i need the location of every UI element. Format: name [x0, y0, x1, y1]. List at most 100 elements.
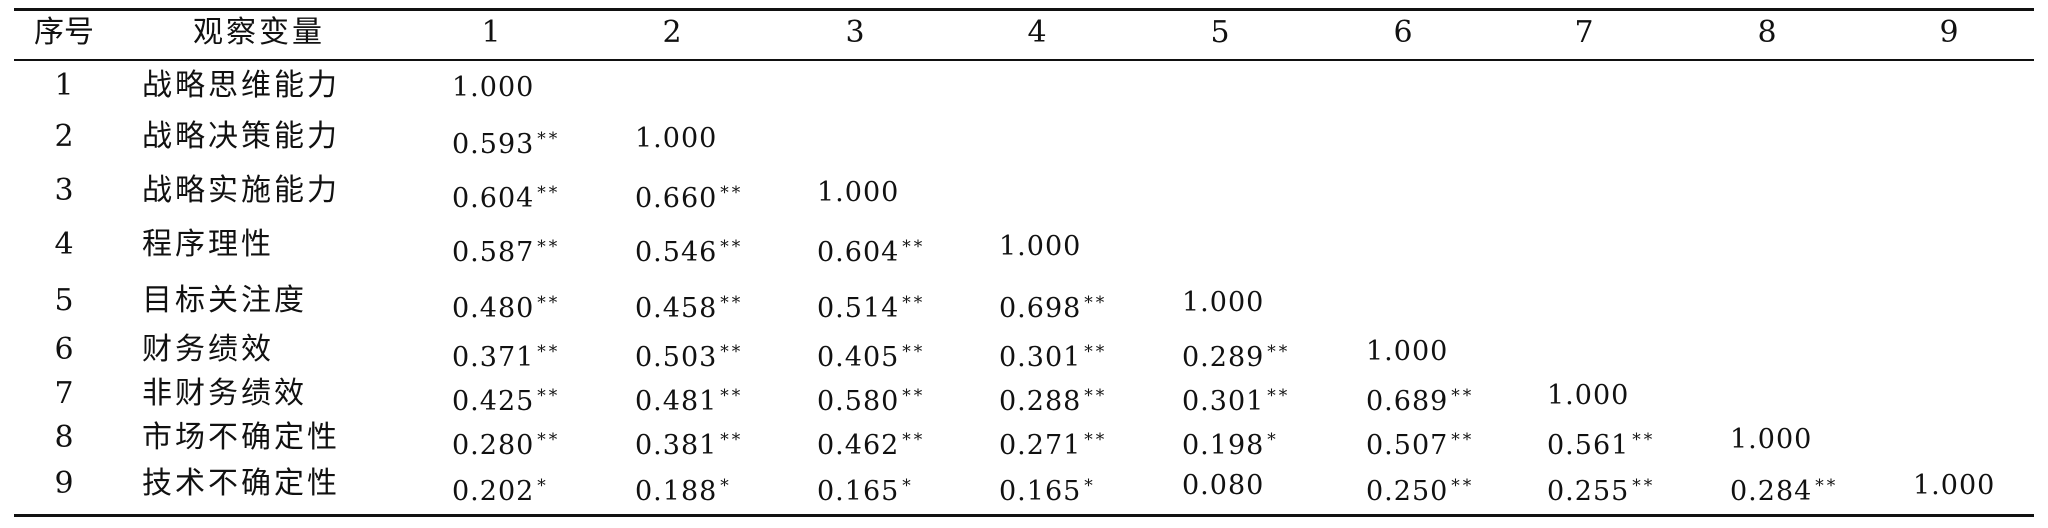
header-rule	[14, 59, 2034, 61]
coefficient: 0.165	[817, 476, 900, 507]
correlation-value: 1.000	[1182, 286, 1264, 320]
header-cell: 2	[662, 15, 682, 50]
correlation-value: 0.593 **	[452, 122, 560, 162]
significance-mark: **	[720, 183, 744, 203]
coefficient: 0.280	[452, 430, 535, 461]
variable-name: 财务绩效	[142, 332, 274, 367]
variable-name: 战略实施能力	[142, 173, 340, 208]
correlation-value: 0.604 **	[452, 176, 560, 216]
significance-mark: *	[1267, 430, 1279, 450]
correlation-value: 0.458 **	[635, 286, 743, 326]
variable-name: 战略决策能力	[142, 119, 340, 154]
correlation-value: 1.000	[1366, 335, 1448, 369]
coefficient: 0.250	[1366, 476, 1449, 507]
significance-mark: **	[720, 293, 744, 313]
coefficient: 1.000	[1913, 470, 1996, 501]
significance-mark: **	[1084, 430, 1108, 450]
correlation-value: 0.481 **	[635, 379, 743, 419]
significance-mark: **	[537, 237, 561, 257]
correlation-value: 0.698 **	[999, 286, 1107, 326]
coefficient: 0.198	[1182, 430, 1265, 461]
coefficient: 0.289	[1182, 342, 1265, 373]
significance-mark: **	[537, 342, 561, 362]
significance-mark: **	[720, 342, 744, 362]
coefficient: 0.593	[452, 129, 535, 160]
significance-mark: **	[902, 293, 926, 313]
significance-mark: **	[1084, 386, 1108, 406]
correlation-value: 0.381 **	[635, 423, 743, 463]
coefficient: 0.689	[1366, 386, 1449, 417]
coefficient: 0.371	[452, 342, 535, 373]
coefficient: 1.000	[1366, 336, 1449, 367]
coefficient: 0.546	[635, 237, 718, 268]
header-cell: 9	[1939, 15, 1959, 50]
coefficient: 0.288	[999, 386, 1082, 417]
correlation-value: 0.462 **	[817, 423, 925, 463]
correlation-value: 0.587 **	[452, 230, 560, 270]
correlation-value: 1.000	[1913, 469, 1995, 503]
row-index: 3	[54, 173, 74, 208]
coefficient: 0.587	[452, 237, 535, 268]
coefficient: 0.514	[817, 293, 900, 324]
correlation-value: 1.000	[635, 122, 717, 156]
significance-mark: **	[1084, 342, 1108, 362]
significance-mark: **	[537, 386, 561, 406]
correlation-value: 0.660 **	[635, 176, 743, 216]
significance-mark: **	[902, 237, 926, 257]
coefficient: 1.000	[1182, 287, 1265, 318]
row-index: 1	[54, 68, 74, 103]
correlation-value: 0.546 **	[635, 230, 743, 270]
significance-mark: *	[537, 476, 549, 496]
significance-mark: **	[1451, 476, 1475, 496]
header-cell: 7	[1574, 15, 1594, 50]
coefficient: 0.580	[817, 386, 900, 417]
variable-name: 战略思维能力	[142, 68, 340, 103]
significance-mark: **	[1084, 293, 1108, 313]
coefficient: 0.425	[452, 386, 535, 417]
significance-mark: **	[537, 293, 561, 313]
correlation-value: 0.371 **	[452, 335, 560, 375]
coefficient: 0.284	[1730, 476, 1813, 507]
top-rule	[14, 8, 2034, 11]
correlation-value: 0.301 **	[1182, 379, 1290, 419]
row-index: 5	[54, 283, 74, 318]
significance-mark: **	[1267, 342, 1291, 362]
correlation-value: 1.000	[1547, 379, 1629, 413]
variable-name: 技术不确定性	[142, 466, 340, 501]
correlation-value: 0.425 **	[452, 379, 560, 419]
correlation-value: 1.000	[999, 230, 1081, 264]
coefficient: 0.165	[999, 476, 1082, 507]
coefficient: 1.000	[1547, 380, 1630, 411]
row-index: 6	[54, 332, 74, 367]
significance-mark: **	[537, 183, 561, 203]
coefficient: 1.000	[817, 177, 900, 208]
variable-name: 目标关注度	[142, 283, 307, 318]
significance-mark: **	[1267, 386, 1291, 406]
header-cell: 1	[481, 15, 501, 50]
row-index: 7	[54, 376, 74, 411]
significance-mark: **	[720, 237, 744, 257]
row-index: 8	[54, 420, 74, 455]
correlation-value: 0.288 **	[999, 379, 1107, 419]
correlation-value: 0.271 **	[999, 423, 1107, 463]
correlation-value: 1.000	[452, 71, 534, 105]
correlation-value: 0.165 *	[999, 469, 1096, 509]
bottom-rule	[14, 514, 2034, 517]
coefficient: 0.188	[635, 476, 718, 507]
correlation-value: 0.188 *	[635, 469, 732, 509]
variable-name: 市场不确定性	[142, 420, 340, 455]
significance-mark: **	[1451, 386, 1475, 406]
correlation-value: 0.280 **	[452, 423, 560, 463]
significance-mark: **	[1451, 430, 1475, 450]
significance-mark: **	[902, 386, 926, 406]
variable-name: 程序理性	[142, 227, 274, 262]
significance-mark: *	[902, 476, 914, 496]
coefficient: 0.202	[452, 476, 535, 507]
variable-name: 非财务绩效	[142, 376, 307, 411]
coefficient: 0.480	[452, 293, 535, 324]
coefficient: 0.458	[635, 293, 718, 324]
coefficient: 0.604	[817, 237, 900, 268]
correlation-value: 0.561 **	[1547, 423, 1655, 463]
significance-mark: **	[902, 342, 926, 362]
correlation-value: 0.080	[1182, 469, 1264, 503]
